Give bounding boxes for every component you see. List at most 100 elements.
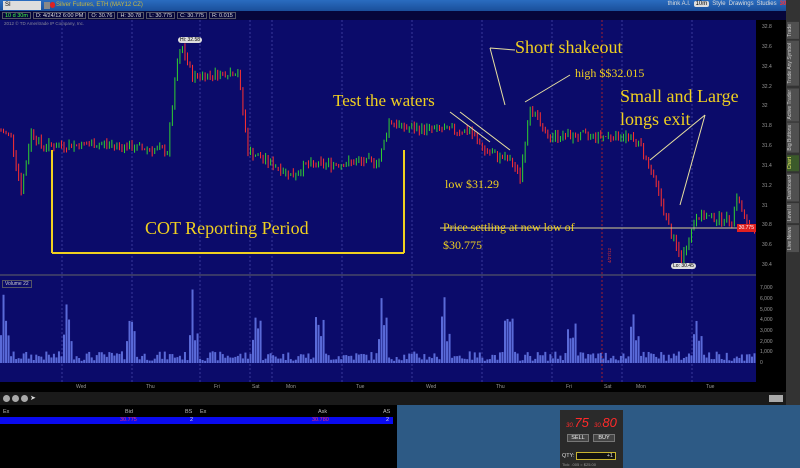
sidebar: Trade Trade Any Symbol Active Trader Big Bu… [786,0,800,405]
header-bid: Bid [125,409,133,415]
bid-price[interactable]: 30.75 [566,415,589,430]
pan-icon[interactable] [769,395,783,402]
bid-cell: 30.775 [120,417,137,423]
volume-tick: 0 [760,360,763,366]
high-marker: Hi: 32.58 [178,37,203,43]
day-tick: Mon [636,384,646,390]
order-book: Ex Bid BS Ex Ask AS 30.775 2 30.780 2 [0,405,395,468]
symbol-description: Silver Futures, ETH (MAY12 CZ) [56,2,143,8]
style-button[interactable]: Style [712,1,726,7]
symbol-input[interactable]: SI [3,1,41,10]
price-tick: 32.2 [762,83,772,90]
drawings-button[interactable]: Drawings [728,1,754,7]
day-tick: Sat [604,384,612,390]
date-label: D: 4/24/12 6:00 PM [32,12,87,19]
cursor-icon[interactable]: ➤ [30,395,36,402]
sidebar-tab-trade[interactable]: Trade [787,22,799,39]
aggregation-button[interactable]: 10m [693,1,710,7]
price-tick: 31 [762,202,768,209]
studies-button[interactable]: Studies [756,1,777,7]
interval-label[interactable]: 10 d 30m [2,12,31,19]
order-panel: 30.75 30.80 SELL BUY QTY: +1 Tick: .005 … [397,405,800,468]
header-as: AS [383,409,391,415]
time-axis[interactable]: Wed Thu Fri Sat Mon Tue Wed Thu Fri Sat Mon Tue [0,382,756,392]
day-tick: Fri [566,384,572,390]
price-chart[interactable]: 2012 © TD Ameritrade IP Company, Inc. Vo… [0,20,756,382]
chart-toolbar: ➤ [0,392,786,405]
zoom-out-icon[interactable] [12,395,19,402]
symbol-bar: SI Silver Futures, ETH (MAY12 CZ) think … [0,0,800,11]
annotation-test-waters: Test the waters [333,91,435,110]
volume-label: Volume 22 [2,280,32,288]
volume-tick: 3,000 [760,328,773,334]
table-row[interactable]: 30.775 2 30.780 2 [0,417,393,424]
ask-price[interactable]: 30.80 [594,415,617,430]
sidebar-tab-trade-any-symbol[interactable]: Trade Any Symbol [787,40,799,86]
qty-input[interactable]: +1 [576,452,616,460]
price-axis[interactable]: 32.8 32.6 32.4 32.2 32 31.8 31.6 31.4 31.2 31 30.8… [756,20,786,392]
bid-size-cell: 2 [190,417,194,423]
qty-label: QTY: [562,453,575,459]
price-tick: 32 [762,103,768,110]
trade-widget: 30.75 30.80 SELL BUY QTY: +1 Tick: .005 … [560,410,623,468]
low-marker: Lo: 30.45 [671,263,696,269]
annotation-small-large: Small and Large [620,86,739,106]
chart-canvas [0,20,756,382]
zoom-in-icon[interactable] [3,395,10,402]
price-tick: 32.6 [762,43,772,50]
sidebar-tab-chart[interactable]: Chart [787,154,799,171]
day-tick: Tue [706,384,715,390]
annotation-settling: Price settling at new low of [443,220,575,234]
day-tick: Tue [356,384,365,390]
ask-cell: 30.780 [312,417,329,423]
annotation-pointer [459,111,511,151]
annotation-settling-price: $30.775 [443,238,482,252]
volume-tick: 7,000 [760,285,773,292]
low-label: L: 30.775 [146,12,176,19]
buy-button[interactable]: BUY [593,434,615,442]
day-tick: Sat [252,384,260,390]
sidebar-tab-big-buttons[interactable]: Big Buttons [787,123,799,153]
magnifier-icon[interactable] [21,395,28,402]
day-tick: Wed [426,384,437,390]
header-ex-2: Ex [200,409,207,415]
sidebar-tab-dashboard[interactable]: Dashboard [787,172,799,202]
volume-tick: 2,000 [760,338,773,345]
range-label: R: 0.015 [209,12,236,19]
tick-info: Tick: .005 = $25.00 [562,462,596,467]
header-ask: Ask [318,409,328,415]
day-tick: Mon [286,384,296,390]
sell-button[interactable]: SELL [567,434,589,442]
price-tick: 31.8 [762,123,772,130]
ask-size-cell: 2 [386,417,390,423]
header-bs: BS [185,409,193,415]
sidebar-tab-live-news[interactable]: Live News [787,225,799,253]
info-bar: 10 d 30m D: 4/24/12 6:00 PM O: 30.76 H: … [0,11,800,20]
annotation-low: low $31.29 [445,177,499,191]
header-ex: Ex [3,409,10,415]
price-tick: 32.8 [762,24,772,30]
volume-tick: 6,000 [760,296,773,302]
date-marker: 4/27/12 [607,248,612,264]
price-tick: 31.2 [762,182,772,189]
annotation-longs-exit: longs exit [620,109,691,129]
think-ai-button[interactable]: think A.I. [667,1,691,7]
sidebar-tab-active-trader[interactable]: Active Trader [787,87,799,122]
price-tick: 30.4 [762,262,772,268]
price-tick: 30.8 [762,222,772,229]
close-label: C: 30.775 [177,12,208,19]
volume-tick: 1,000 [760,349,773,356]
sidebar-tab-level-ii[interactable]: Level II [787,203,799,224]
annotation-pointer [489,47,516,51]
annotation-cot: COT Reporting Period [145,218,309,238]
price-tick: 31.4 [762,162,772,169]
annotation-pointer [489,47,506,106]
high-label: H: 30.78 [117,12,145,19]
copyright: 2012 © TD Ameritrade IP Company, Inc. [4,21,85,26]
day-tick: Wed [76,384,87,390]
annotation-pointer [649,114,706,161]
symbol-dropdown-icon[interactable] [44,2,50,9]
price-tick: 32.4 [762,63,772,70]
volume-tick: 4,000 [760,317,773,324]
annotation-pointer [524,74,571,103]
